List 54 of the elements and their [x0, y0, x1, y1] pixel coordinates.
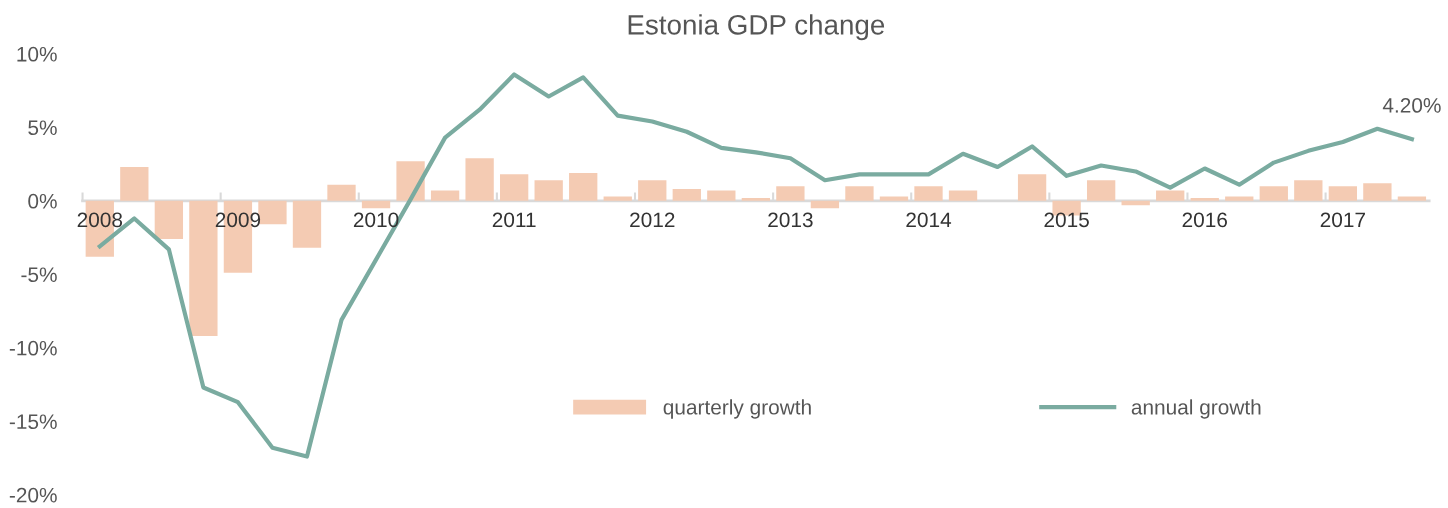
y-tick-label: -10% [9, 340, 57, 356]
bar [154, 200, 184, 240]
bar [534, 180, 563, 201]
bar [120, 167, 149, 201]
bar [776, 186, 805, 201]
y-tick-label: 10% [17, 46, 57, 62]
x-tick-label: 2011 [492, 212, 536, 228]
bar [430, 190, 460, 201]
x-tick-label: 2008 [77, 212, 123, 228]
x-tick-label: 2015 [1044, 212, 1089, 228]
bar [1190, 197, 1219, 201]
bar [707, 190, 736, 201]
y-tick-label: -20% [9, 487, 57, 503]
bar [1294, 180, 1323, 201]
bar [327, 184, 356, 201]
y-tick-label: 0% [28, 193, 57, 209]
bar [948, 190, 978, 201]
chart-title: Estonia GDP change [628, 14, 885, 41]
annotation: 4.20% [1382, 98, 1441, 113]
bar [1225, 196, 1254, 201]
bar [603, 196, 632, 201]
bar [1121, 200, 1150, 206]
x-tick-label: 2012 [630, 212, 675, 228]
x-tick-label: 2016 [1182, 212, 1227, 228]
x-tick-label: 2010 [353, 212, 399, 228]
x-tick-label: 2014 [906, 212, 952, 228]
bar [1328, 186, 1358, 201]
legend-label: annual growth [1131, 399, 1261, 419]
bar [569, 172, 598, 201]
bar [1397, 196, 1427, 201]
x-tick-label: 2013 [768, 212, 813, 228]
bar [1156, 190, 1185, 201]
y-tick-label: 5% [28, 120, 57, 136]
bar [258, 200, 287, 225]
bar [499, 174, 529, 201]
legend-label: quarterly growth [663, 399, 811, 419]
bar [879, 196, 909, 201]
x-tick-label: 2017 [1320, 212, 1365, 228]
bar [741, 197, 771, 201]
x-tick-label: 2009 [215, 212, 261, 228]
y-tick-label: -5% [21, 267, 57, 283]
bar [361, 200, 391, 209]
y-tick-label: -15% [9, 414, 57, 430]
bar [1017, 174, 1047, 201]
bar [672, 189, 701, 201]
bar [638, 180, 667, 201]
bar [1363, 183, 1392, 201]
bar [914, 186, 943, 201]
bar [465, 158, 494, 201]
bar [810, 200, 840, 209]
bar [292, 200, 322, 248]
bar [1259, 186, 1288, 201]
bar [845, 186, 874, 201]
bar [1086, 180, 1116, 201]
